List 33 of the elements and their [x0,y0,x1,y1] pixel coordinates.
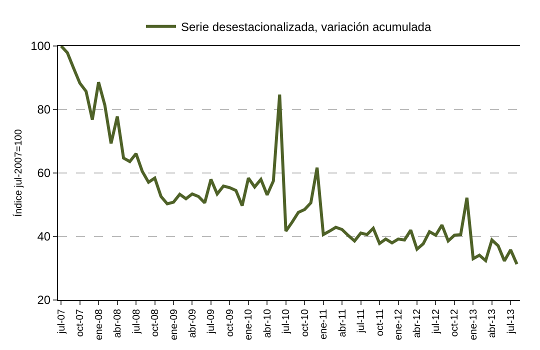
x-tick-label: abr-08 [112,308,124,338]
line-series [60,46,518,266]
x-tick-label: oct-07 [75,308,86,337]
x-tick-label: oct-10 [300,308,311,337]
x-tick-label: jul-11 [356,308,368,334]
x-tick-label: abr-09 [187,308,198,338]
y-tick-label: 100 [30,39,51,54]
x-tick-label: jul-08 [131,308,142,334]
x-tick-label: ene-11 [318,308,330,340]
x-tick-label: ene-12 [394,308,405,340]
x-tick-label: ene-13 [468,308,480,340]
x-tick-label: oct-08 [150,308,162,337]
x-tick-label: abr-12 [412,308,424,338]
y-tick-label: 60 [37,166,51,180]
x-tick-label: jul-10 [281,308,292,334]
x-tick-label: abr-11 [337,308,348,338]
x-tick-label: oct-11 [374,308,386,336]
x-tick-label: jul-07 [56,308,68,334]
legend-label: Serie desestacionalizada, variación acumulada [181,20,432,34]
y-tick-label: 40 [37,230,51,244]
x-tick-label: abr-13 [487,308,498,338]
x-tick-label: oct-09 [224,308,236,337]
y-tick-label: 80 [37,102,51,117]
x-tick-label: jul-13 [506,308,517,334]
x-tick-label: ene-09 [168,308,180,340]
x-tick-label: jul-12 [430,308,442,334]
x-tick-label: abr-10 [262,308,274,338]
x-tick-label: jul-09 [206,308,218,334]
y-tick-label: 20 [37,293,51,308]
x-tick-label: oct-12 [450,308,461,337]
y-axis-title: Índice jul-2007=100 [12,128,25,217]
x-tick-label: ene-10 [244,308,255,340]
x-tick-label: ene-08 [94,308,105,340]
